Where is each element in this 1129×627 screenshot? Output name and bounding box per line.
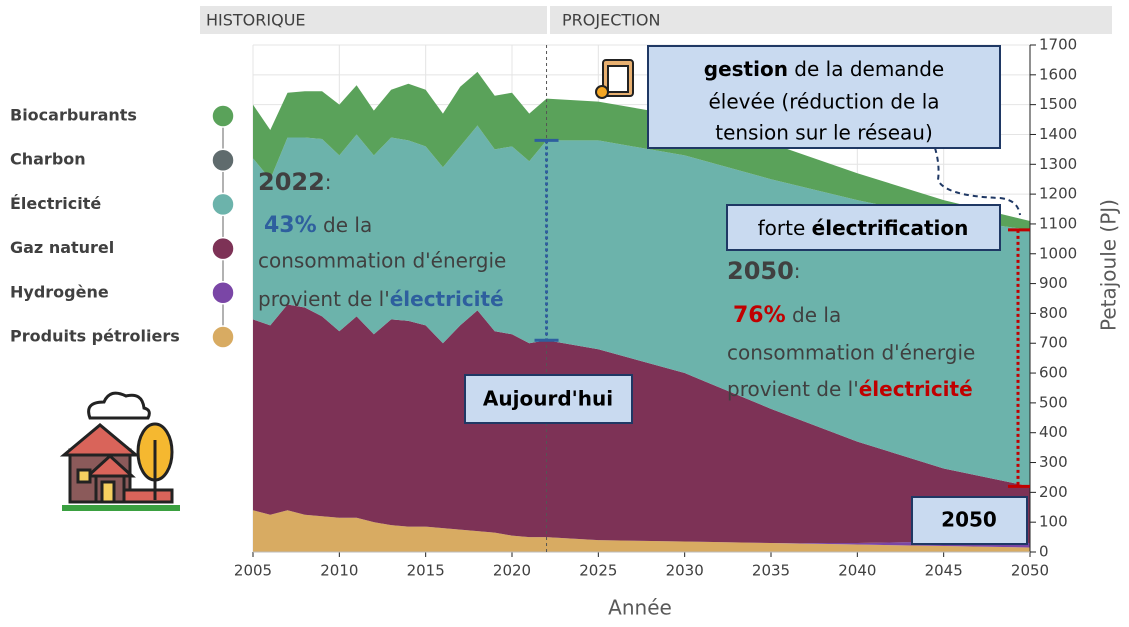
y-tick-label: 0	[1039, 543, 1049, 561]
legend-label: Biocarburants	[10, 106, 137, 125]
y-tick-label: 800	[1039, 304, 1068, 322]
callout-text: forte électrification	[758, 216, 969, 240]
header-band	[200, 6, 547, 34]
annotation-year: 2022	[258, 168, 325, 196]
y-tick-label: 1200	[1039, 185, 1077, 203]
annotation-text: provient de l'	[258, 287, 390, 311]
annotation: 2022:	[258, 168, 332, 196]
legend: Biocarburants Charbon Électricité Gaz natur…	[10, 104, 235, 349]
legend-icon	[211, 192, 235, 217]
annotation: 43% de la	[264, 213, 372, 239]
area	[253, 71, 1030, 230]
y-tick-label: 1300	[1039, 155, 1077, 173]
y-tick-label: 1100	[1039, 214, 1077, 232]
legend-icon	[211, 104, 235, 128]
legend-icon	[211, 325, 235, 349]
annotation-text: provient de l'	[727, 377, 859, 401]
x-tick-label: 2010	[320, 562, 358, 580]
x-tick-label: 2040	[838, 562, 876, 580]
annotation-pct: 76%	[733, 303, 786, 328]
annotation-text: de la	[317, 213, 373, 237]
x-axis-title: Année	[608, 596, 672, 620]
annotation-pct: 43%	[264, 213, 317, 238]
legend-label: Hydrogène	[10, 282, 109, 301]
annotation: consommation d'énergie	[258, 249, 506, 273]
annotation-highlight: électricité	[859, 377, 973, 401]
annotation: 2050:	[727, 257, 801, 285]
y-tick-label: 1000	[1039, 244, 1077, 262]
annotation-text: :	[794, 259, 801, 283]
callout-text: élevée (réduction de la	[708, 90, 939, 114]
annotation-text: :	[325, 170, 332, 194]
annotation-text: de la	[786, 303, 842, 327]
y-tick-label: 1700	[1039, 36, 1077, 54]
legend-icon	[211, 148, 235, 172]
y-tick-label: 300	[1039, 453, 1068, 471]
x-tick-label: 2005	[234, 562, 272, 580]
callout-box	[911, 496, 1028, 545]
y-tick-label: 1500	[1039, 95, 1077, 113]
y-tick-label: 700	[1039, 334, 1068, 352]
callout-connector	[934, 147, 1021, 216]
callout-text: tension sur le réseau)	[715, 121, 933, 145]
y-tick-label: 500	[1039, 393, 1068, 411]
y-tick-label: 600	[1039, 364, 1068, 382]
y-tick-label: 400	[1039, 423, 1068, 441]
callout-box	[726, 204, 1001, 251]
callout-box	[647, 45, 1001, 149]
clipboard-icon	[595, 59, 634, 99]
axes: 0 100 200 300 400 500 600 700 800 900 1000 1100 1200…	[234, 36, 1077, 580]
annotation-highlight: électricité	[390, 287, 504, 311]
legend-label: Gaz naturel	[10, 238, 114, 257]
legend-icon	[211, 236, 235, 261]
header-label: PROJECTION	[562, 11, 660, 30]
x-tick-label: 2020	[493, 562, 531, 580]
y-tick-label: 200	[1039, 483, 1068, 501]
callout-plain: forte	[758, 216, 812, 240]
callout-plain: de la demande	[788, 57, 944, 81]
x-tick-label: 2030	[666, 562, 704, 580]
annotation: provient de l'électricité	[727, 377, 973, 401]
y-tick-label: 100	[1039, 513, 1068, 531]
callout-text: Aujourd'hui	[483, 387, 613, 411]
house-icon	[59, 391, 180, 511]
y-tick-label: 1600	[1039, 65, 1077, 83]
annotation-year: 2050	[727, 257, 794, 285]
callout-box	[464, 374, 633, 424]
y-axis-title: Petajoule (PJ)	[1097, 199, 1121, 331]
x-tick-label: 2050	[1011, 562, 1049, 580]
legend-label: Électricité	[10, 194, 101, 213]
annotation: consommation d'énergie	[727, 341, 975, 365]
header-label: HISTORIQUE	[206, 11, 306, 30]
callout-text: gestion de la demande	[704, 57, 945, 81]
callout-bold: électrification	[812, 216, 969, 240]
x-tick-label: 2045	[925, 562, 963, 580]
area	[253, 510, 1030, 552]
x-tick-label: 2015	[407, 562, 445, 580]
legend-label: Produits pétroliers	[10, 327, 180, 346]
x-tick-label: 2025	[579, 562, 617, 580]
y-tick-label: 900	[1039, 274, 1068, 292]
y-tick-label: 1400	[1039, 125, 1077, 143]
callout-text: 2050	[941, 508, 997, 532]
header-band	[550, 6, 1112, 34]
callout-bold: gestion	[704, 57, 788, 81]
legend-label: Charbon	[10, 150, 86, 169]
annotation: provient de l'électricité	[258, 287, 504, 311]
x-tick-label: 2035	[752, 562, 790, 580]
area	[253, 304, 1030, 544]
annotation: 76% de la	[733, 303, 841, 329]
legend-icon	[211, 281, 235, 305]
